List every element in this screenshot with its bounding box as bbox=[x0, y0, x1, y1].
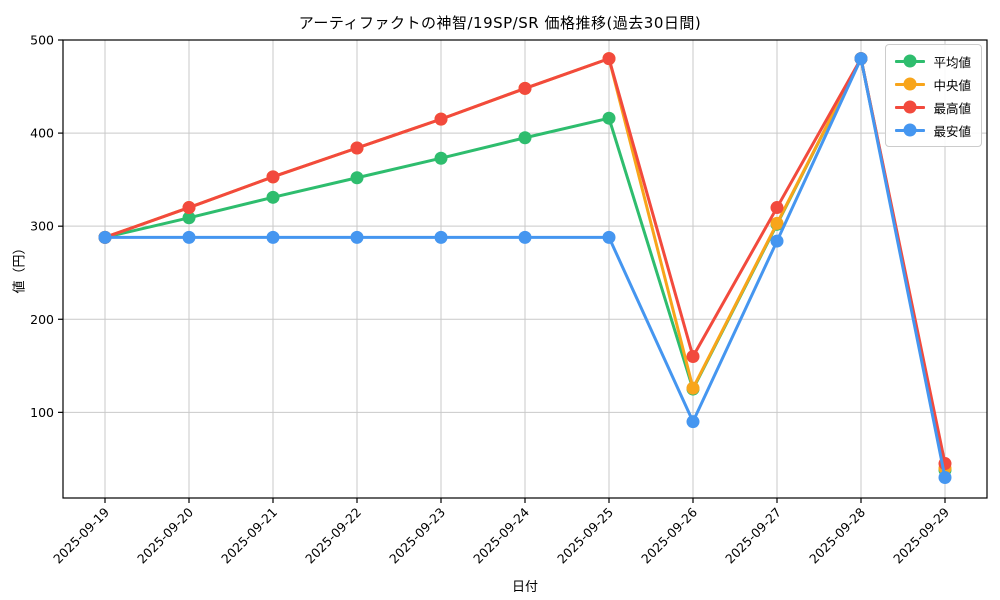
data-point-最高値 bbox=[350, 141, 364, 155]
data-point-最安値 bbox=[98, 230, 112, 244]
legend-marker-line bbox=[895, 123, 926, 137]
data-point-最安値 bbox=[938, 471, 952, 485]
x-tick-label: 2025-09-28 bbox=[806, 504, 868, 566]
legend-label: 最安値 bbox=[933, 123, 971, 139]
y-tick-label: 500 bbox=[30, 33, 54, 48]
data-point-最安値 bbox=[518, 230, 532, 244]
y-axis-label: 値（円） bbox=[12, 241, 28, 294]
legend-item: 最高値 bbox=[895, 98, 971, 116]
y-tick-label: 400 bbox=[30, 126, 54, 141]
legend-marker-line bbox=[895, 54, 926, 68]
chart-title: アーティファクトの神智/19SP/SR 価格推移(過去30日間) bbox=[298, 14, 702, 32]
data-point-最安値 bbox=[434, 230, 448, 244]
x-tick-label: 2025-09-23 bbox=[386, 505, 448, 567]
data-point-最高値 bbox=[518, 81, 532, 95]
data-point-平均値 bbox=[602, 111, 616, 125]
x-tick-label: 2025-09-19 bbox=[50, 504, 112, 566]
x-tick-label: 2025-09-25 bbox=[554, 505, 616, 567]
data-point-中央値 bbox=[686, 381, 700, 395]
x-tick-label: 2025-09-21 bbox=[218, 505, 280, 567]
x-tick-label: 2025-09-20 bbox=[134, 504, 196, 566]
data-point-最安値 bbox=[602, 230, 616, 244]
legend: 平均値中央値最高値最安値 bbox=[885, 44, 982, 147]
legend-label: 平均値 bbox=[933, 54, 971, 70]
legend-item: 平均値 bbox=[895, 52, 971, 70]
legend-item: 中央値 bbox=[895, 75, 971, 93]
data-point-最安値 bbox=[770, 234, 784, 248]
data-point-平均値 bbox=[350, 171, 364, 185]
legend-marker-dot bbox=[903, 123, 917, 137]
data-point-平均値 bbox=[266, 190, 280, 204]
legend-item: 最安値 bbox=[895, 121, 971, 139]
data-point-最高値 bbox=[602, 52, 616, 66]
x-tick-label: 2025-09-27 bbox=[722, 505, 784, 567]
data-point-最高値 bbox=[266, 170, 280, 184]
legend-marker-line bbox=[895, 77, 926, 91]
legend-marker-dot bbox=[903, 100, 917, 114]
x-tick-label: 2025-09-29 bbox=[890, 504, 952, 566]
data-point-最高値 bbox=[770, 201, 784, 215]
data-point-最安値 bbox=[350, 230, 364, 244]
data-point-最安値 bbox=[182, 230, 196, 244]
x-tick-label: 2025-09-22 bbox=[302, 505, 364, 567]
x-tick-label: 2025-09-24 bbox=[470, 504, 532, 566]
legend-label: 中央値 bbox=[933, 77, 971, 93]
y-tick-label: 200 bbox=[30, 312, 54, 327]
y-tick-label: 100 bbox=[30, 405, 54, 420]
x-axis-label: 日付 bbox=[511, 580, 538, 595]
legend-marker-dot bbox=[903, 54, 917, 68]
data-point-最高値 bbox=[686, 350, 700, 364]
legend-marker-dot bbox=[903, 77, 917, 91]
data-point-平均値 bbox=[182, 211, 196, 225]
y-tick-label: 300 bbox=[30, 219, 54, 234]
data-point-最安値 bbox=[686, 415, 700, 429]
x-tick-label: 2025-09-26 bbox=[638, 504, 700, 566]
legend-marker-line bbox=[895, 100, 926, 114]
legend-label: 最高値 bbox=[933, 100, 971, 116]
data-point-中央値 bbox=[770, 216, 784, 230]
data-point-最高値 bbox=[182, 201, 196, 215]
data-point-最安値 bbox=[266, 230, 280, 244]
data-point-最安値 bbox=[854, 52, 868, 66]
data-point-平均値 bbox=[518, 131, 532, 145]
data-point-最高値 bbox=[434, 112, 448, 126]
data-point-平均値 bbox=[434, 151, 448, 165]
